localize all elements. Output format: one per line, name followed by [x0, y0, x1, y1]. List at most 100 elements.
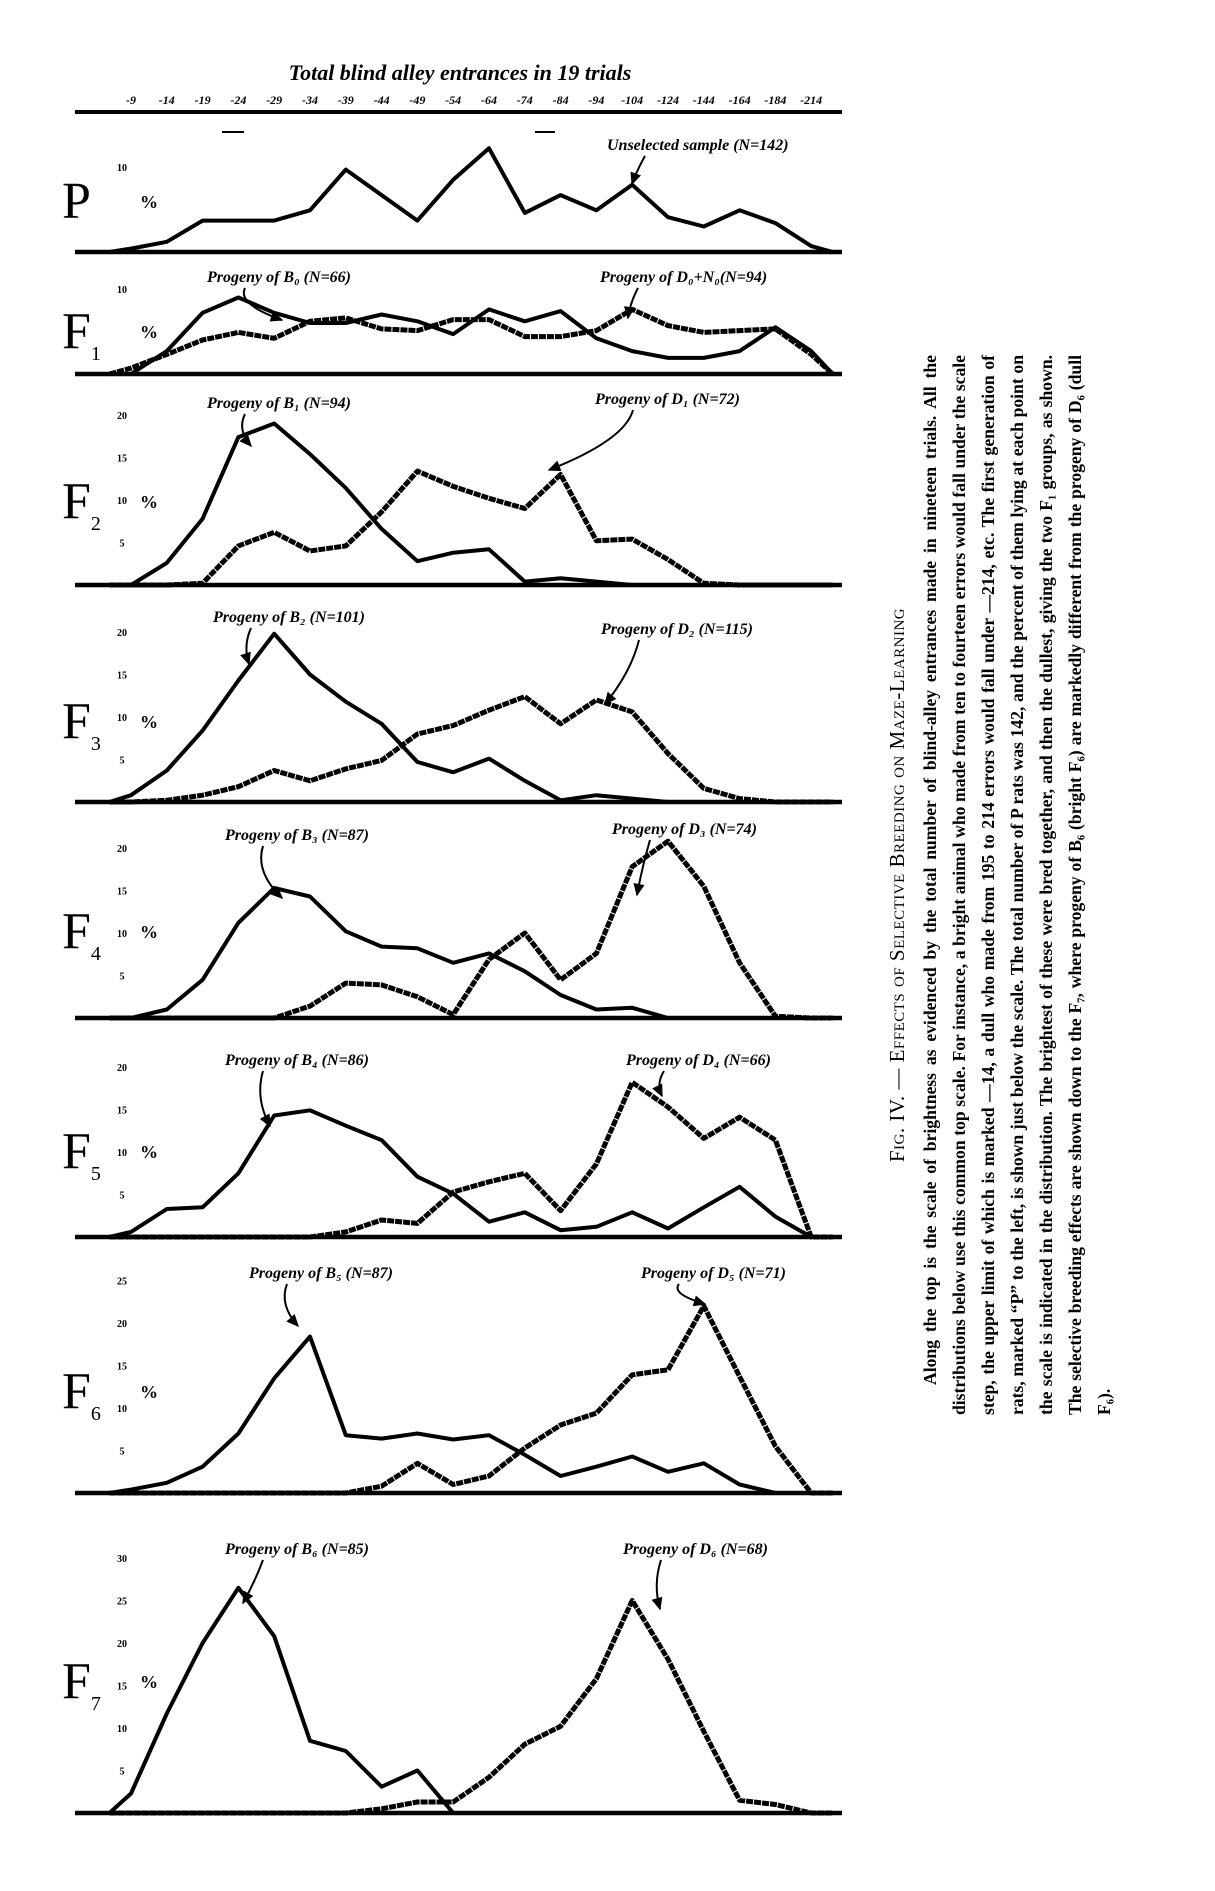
panel-subscript: 4	[91, 943, 101, 965]
series-line-dull	[109, 1598, 833, 1816]
y-tick-label: 5	[120, 1767, 125, 1778]
x-tick-label: -164	[729, 93, 751, 107]
y-tick-label: 20	[117, 1063, 127, 1074]
series-annotation: Progeny of B₃ (N=87)	[224, 827, 369, 844]
series-line-dull	[109, 694, 833, 805]
series-annotation: Progeny of D₅ (N=71)	[640, 1265, 786, 1282]
series-line-dull	[109, 1303, 833, 1496]
panel-subscript: 6	[91, 1403, 101, 1425]
y-unit-label: %	[140, 922, 158, 942]
x-tick-label: -144	[693, 93, 715, 107]
y-unit-label: %	[140, 322, 158, 342]
panel-letter: F	[62, 693, 91, 750]
series-line-bright	[109, 1108, 833, 1239]
annotation-arrow	[242, 1559, 264, 1605]
y-tick-label: 15	[117, 671, 127, 682]
series-annotation: Progeny of B₁ (N=94)	[206, 395, 351, 412]
panel-label: F3	[62, 693, 101, 755]
panel-letter: P	[62, 173, 91, 230]
x-tick-label: -49	[409, 93, 425, 107]
annotation-arrow	[283, 1283, 299, 1328]
series-annotation: Progeny of B₀ (N=66)	[206, 269, 351, 286]
panel-subscript: 2	[91, 513, 101, 535]
panel-label: P	[62, 173, 91, 230]
y-tick-label: 15	[117, 1682, 127, 1693]
annotation-arrow	[623, 287, 639, 320]
panel-subscript: 7	[91, 1693, 101, 1715]
series-line-bright	[108, 1585, 833, 1815]
x-tick-label: -84	[553, 93, 569, 107]
y-tick-label: 10	[117, 496, 127, 507]
y-tick-label: 15	[117, 887, 127, 898]
series-line-bright	[109, 146, 834, 254]
annotation-arrow	[240, 627, 252, 666]
series-annotation: Progeny of D₄ (N=66)	[625, 1052, 771, 1069]
panel-f2: F2% 20 15 10 5 Progeny of B₁ (N=94) Progeny of…	[62, 391, 842, 588]
series-annotation: Progeny of D₆ (N=68)	[622, 1541, 768, 1558]
series-line-bright	[109, 421, 833, 587]
y-tick-label: 5	[120, 756, 125, 767]
panel-f7: F7% 30 25 20 15 10 5 Progeny of B₆ (N=85) Progen…	[62, 1541, 842, 1816]
y-tick-label: 25	[117, 1277, 127, 1288]
series-annotation: Progeny of D₃ (N=74)	[611, 821, 757, 838]
panel-letter: F	[62, 903, 91, 960]
y-tick-label: 10	[117, 713, 127, 724]
chart-title: Total blind alley entrances in 19 trials	[289, 60, 632, 85]
panel-subscript: 1	[91, 343, 101, 365]
x-tick-label: -104	[621, 93, 643, 107]
figure-caption: Fig. IV. — Effects of Selective Breeding…	[885, 355, 1185, 1415]
y-tick-label: 5	[120, 972, 125, 983]
y-unit-label: %	[140, 712, 158, 732]
y-unit-label: %	[140, 192, 158, 212]
y-tick-label: 15	[117, 454, 127, 465]
y-tick-label: 25	[117, 1597, 127, 1608]
panel-letter: F	[62, 303, 91, 360]
series-line-dull	[109, 468, 833, 588]
annotation-arrow	[633, 839, 651, 897]
x-tick-label: -74	[517, 93, 533, 107]
series-annotation: Progeny of B₆ (N=85)	[224, 1541, 369, 1558]
y-tick-label: 15	[117, 1106, 127, 1117]
x-tick-label: -9	[126, 93, 136, 107]
annotation-arrow	[242, 287, 284, 322]
x-tick-label: -124	[657, 93, 679, 107]
x-tick-label: -94	[588, 93, 604, 107]
series-annotation: Progeny of D₀+N₀(N=94)	[599, 269, 767, 286]
series-line-dull	[108, 306, 835, 377]
panel-subscript: 5	[91, 1163, 101, 1185]
annotation-arrow	[547, 409, 634, 472]
x-tick-label: -19	[195, 93, 211, 107]
panel-letter: F	[62, 1123, 91, 1180]
annotation-arrow	[604, 639, 640, 706]
series-annotation: Unselected sample (N=142)	[607, 137, 789, 154]
series-annotation: Progeny of D₂ (N=115)	[600, 621, 753, 638]
panel-letter: F	[62, 1363, 91, 1420]
annotation-arrow	[651, 1559, 663, 1611]
y-tick-label: 10	[117, 929, 127, 940]
x-tick-label: -24	[230, 93, 246, 107]
panel-label: F2	[62, 473, 101, 535]
y-tick-label: 20	[117, 628, 127, 639]
caption-body: Along the top is the scale of brightness…	[920, 355, 1114, 1415]
y-tick-label: 10	[117, 1724, 127, 1735]
series-annotation: Progeny of B₄ (N=86)	[224, 1052, 369, 1069]
panel-f4: F4% 20 15 10 5 Progeny of B₃ (N=87) Progeny of…	[62, 821, 842, 1021]
annotation-arrow	[676, 1283, 707, 1307]
x-tick-label: -29	[266, 93, 282, 107]
x-tick-label: -39	[338, 93, 354, 107]
series-line-bright	[108, 631, 833, 804]
panel-label: F4	[62, 903, 101, 965]
panel-letter: F	[62, 1653, 91, 1710]
series-line-bright	[109, 886, 833, 1020]
panel-subscript: 3	[91, 733, 101, 755]
caption-title: Fig. IV. — Effects of Selective Breeding…	[885, 607, 909, 1163]
series-annotation: Progeny of B₂ (N=101)	[212, 609, 365, 626]
y-tick-label: 20	[117, 1319, 127, 1330]
panel-p: P % 10 Unselected sample (N=142)	[62, 137, 842, 255]
panel-f3: F3% 20 15 10 5 Progeny of B₂ (N=101) Progeny o…	[62, 609, 842, 805]
x-tick-label: -34	[302, 93, 318, 107]
series-annotation: Progeny of B₅ (N=87)	[248, 1265, 393, 1282]
y-tick-label: 10	[117, 285, 127, 296]
y-tick-label: 20	[117, 411, 127, 422]
y-unit-label: %	[140, 1672, 158, 1692]
